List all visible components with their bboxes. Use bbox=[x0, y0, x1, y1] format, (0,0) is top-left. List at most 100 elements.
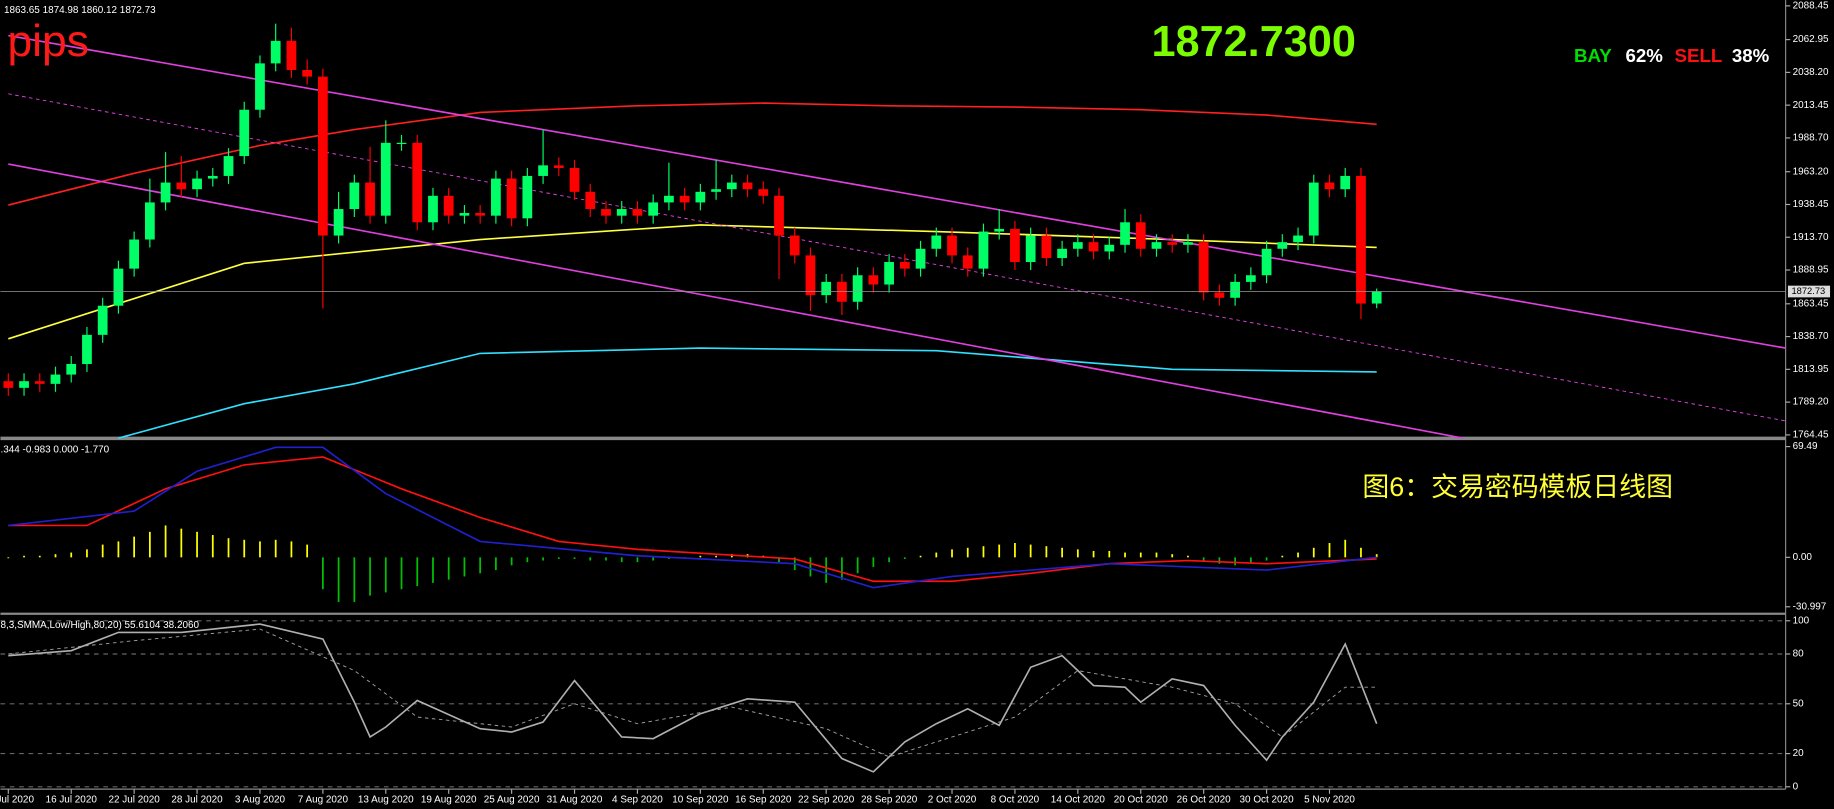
candle-body bbox=[333, 209, 344, 236]
histogram-bar bbox=[86, 549, 88, 558]
histogram-bar bbox=[1045, 546, 1048, 558]
x-tick-label: 28 Sep 2020 bbox=[861, 794, 918, 805]
histogram-bar bbox=[1155, 552, 1158, 558]
y-tick-label: 80 bbox=[1793, 649, 1805, 660]
histogram-bar bbox=[1029, 544, 1032, 558]
candle-body bbox=[1135, 222, 1146, 249]
x-tick-label: 7 Aug 2020 bbox=[298, 794, 349, 805]
histogram-bar bbox=[1218, 557, 1221, 564]
histogram-bar bbox=[180, 528, 183, 558]
y-tick-label: 50 bbox=[1793, 698, 1805, 709]
candle-body bbox=[1198, 242, 1209, 293]
candle-body bbox=[616, 209, 627, 216]
histogram-bar bbox=[982, 546, 985, 558]
histogram-bar bbox=[432, 557, 434, 583]
candle-body bbox=[774, 195, 784, 236]
candle-body bbox=[899, 262, 910, 269]
histogram-bar bbox=[1139, 552, 1142, 558]
x-tick-label: 31 Aug 2020 bbox=[547, 794, 603, 805]
stochastic-header: 8,3,SMMA,Low/High,80,20) 55.6104 38.2060 bbox=[0, 620, 199, 631]
histogram-bar bbox=[353, 557, 356, 602]
histogram-bar bbox=[903, 557, 906, 559]
histogram-bar bbox=[259, 541, 261, 558]
histogram-bar bbox=[1328, 542, 1331, 558]
histogram-bar bbox=[23, 555, 25, 558]
candle-body bbox=[695, 191, 706, 203]
y-tick-label: 69.49 bbox=[1793, 441, 1818, 452]
histogram-bar bbox=[888, 557, 890, 563]
x-tick-label: 25 Aug 2020 bbox=[484, 794, 540, 805]
candle-body bbox=[1324, 182, 1335, 190]
candle-body bbox=[1340, 175, 1351, 190]
candle-body bbox=[160, 182, 171, 203]
histogram-bar bbox=[290, 541, 293, 558]
histogram-bar bbox=[70, 552, 73, 558]
pips-label: pips bbox=[7, 17, 88, 66]
histogram-bar bbox=[1187, 555, 1189, 558]
overlay-line bbox=[8, 102, 1377, 206]
y-tick-label: 1813.95 bbox=[1793, 364, 1829, 375]
candle-body bbox=[947, 235, 957, 256]
histogram-bar bbox=[1202, 557, 1205, 561]
candle-body bbox=[1183, 242, 1193, 245]
candle-body bbox=[711, 189, 721, 192]
candle-body bbox=[1293, 235, 1303, 243]
candle-body bbox=[1120, 222, 1130, 245]
x-tick-label: 19 Aug 2020 bbox=[421, 794, 477, 805]
histogram-bar bbox=[369, 557, 371, 596]
bay-percent: 62% bbox=[1625, 45, 1663, 66]
histogram-bar bbox=[101, 544, 104, 558]
sell-label: SELL bbox=[1675, 45, 1723, 66]
histogram-bar bbox=[1297, 552, 1299, 558]
histogram-bar bbox=[841, 557, 843, 580]
candle-body bbox=[994, 228, 1005, 232]
candle-body bbox=[50, 374, 61, 384]
candle-body bbox=[19, 381, 29, 388]
candle-body bbox=[726, 182, 737, 190]
candle-body bbox=[380, 142, 391, 216]
y-tick-label: 0.00 bbox=[1793, 552, 1813, 563]
histogram-bar bbox=[1265, 557, 1268, 561]
histogram-bar bbox=[1108, 550, 1111, 558]
candle-body bbox=[1057, 248, 1067, 259]
histogram-bar bbox=[1234, 557, 1237, 566]
overlay-line bbox=[8, 163, 1464, 439]
candle-body bbox=[1010, 228, 1020, 263]
candle-body bbox=[1308, 182, 1319, 236]
histogram-bar bbox=[322, 557, 324, 590]
histogram-bar bbox=[38, 555, 41, 558]
candle-body bbox=[648, 202, 659, 216]
y-tick-label: 1963.20 bbox=[1793, 166, 1829, 177]
histogram-bar bbox=[1171, 554, 1174, 558]
histogram-bar bbox=[510, 557, 513, 566]
histogram-bar bbox=[919, 555, 922, 558]
candle-body bbox=[459, 213, 470, 216]
histogram-bar bbox=[7, 557, 10, 559]
histogram-bar bbox=[1061, 547, 1063, 558]
candle-body bbox=[349, 182, 360, 210]
candle-body bbox=[443, 195, 454, 216]
caption: 图6：交易密码模板日线图 bbox=[1362, 472, 1673, 502]
y-tick-label: 1988.70 bbox=[1793, 133, 1829, 144]
candle-body bbox=[1371, 291, 1382, 304]
histogram-bar bbox=[856, 557, 859, 574]
histogram-bar bbox=[825, 557, 828, 583]
candle-body bbox=[1214, 292, 1225, 298]
histogram-bar bbox=[384, 557, 387, 593]
candle-body bbox=[868, 275, 879, 285]
histogram-bar bbox=[243, 539, 246, 558]
candle-body bbox=[742, 182, 753, 190]
candle-body bbox=[34, 381, 45, 384]
histogram-bar bbox=[306, 544, 309, 558]
y-tick-label: 1838.70 bbox=[1793, 331, 1829, 342]
histogram-bar bbox=[1076, 549, 1079, 558]
candle-body bbox=[3, 381, 14, 388]
candle-body bbox=[679, 195, 690, 203]
histogram-bar bbox=[951, 549, 953, 558]
histogram-bar bbox=[526, 557, 529, 563]
histogram-bar bbox=[1344, 539, 1347, 558]
candle-body bbox=[852, 275, 863, 302]
candle-body bbox=[129, 239, 140, 269]
